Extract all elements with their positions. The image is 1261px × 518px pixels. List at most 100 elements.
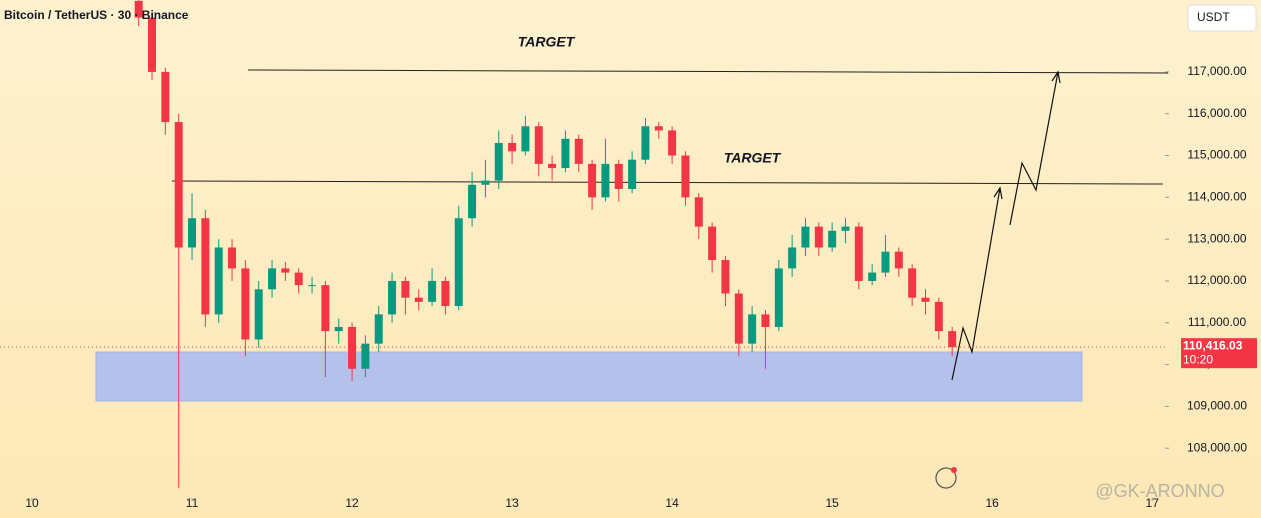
candle-body xyxy=(348,326,357,369)
candle-body xyxy=(521,126,530,152)
candle-body xyxy=(854,226,863,281)
candle-body xyxy=(361,343,370,369)
arrow-head xyxy=(993,186,1003,200)
candle-body xyxy=(801,226,810,248)
candle-body xyxy=(401,280,410,298)
currency-button[interactable] xyxy=(1187,4,1257,32)
countdown: 10:20 xyxy=(1183,352,1213,366)
y-tick-label: 108,000.00 xyxy=(1187,440,1247,454)
annotation: TARGET xyxy=(724,150,782,166)
candle-body xyxy=(934,301,943,332)
y-tick-label: 111,000.00 xyxy=(1188,315,1247,329)
last-price-label: 110,416.03 xyxy=(1183,338,1243,352)
candle-body xyxy=(414,297,423,302)
candle-body xyxy=(894,251,903,269)
candle-body xyxy=(308,285,317,287)
candle-body xyxy=(734,293,743,344)
candle-body xyxy=(814,226,823,248)
x-tick-label: 16 xyxy=(985,496,999,510)
notification-dot xyxy=(951,467,957,473)
last-price-box xyxy=(1181,338,1257,369)
x-tick-label: 17 xyxy=(1146,496,1160,510)
candle-body xyxy=(334,326,343,332)
annotation: TARGET xyxy=(518,34,576,50)
chart-title: Bitcoin / TetherUS · 30 · Binance xyxy=(4,8,189,22)
candle-body xyxy=(748,314,757,344)
candle-body xyxy=(241,268,250,340)
projection-path xyxy=(951,187,1001,381)
projection-path xyxy=(1009,71,1059,226)
y-tick-label: 113,000.00 xyxy=(1187,231,1246,245)
candle-body xyxy=(201,218,210,315)
candle-body xyxy=(468,184,477,219)
candle-body xyxy=(441,280,450,307)
candle-body xyxy=(161,71,170,123)
candle-body xyxy=(268,268,277,290)
candle-body xyxy=(481,180,490,185)
y-tick-label: 115,000.00 xyxy=(1187,148,1246,162)
support-zone xyxy=(95,351,1083,402)
candle-body xyxy=(881,251,890,273)
candle-body xyxy=(868,272,877,281)
candle-body xyxy=(228,247,237,269)
candle-body xyxy=(374,314,383,344)
candle-body xyxy=(588,163,597,198)
x-tick-label: 12 xyxy=(345,496,359,510)
candle-body xyxy=(574,138,583,164)
candle-body xyxy=(828,230,837,248)
candle-body xyxy=(494,142,503,181)
y-tick-label: 114,000.00 xyxy=(1187,190,1246,204)
replay-icon[interactable] xyxy=(935,467,957,489)
candle-body xyxy=(948,331,957,348)
candle-body xyxy=(774,268,783,327)
target-line xyxy=(247,69,1169,74)
candle-body xyxy=(174,122,183,248)
candle-body xyxy=(508,142,517,152)
arrow-head xyxy=(1051,70,1061,84)
candle-body xyxy=(668,130,677,156)
candle-body xyxy=(561,138,570,169)
candle-body xyxy=(614,163,623,189)
candle-body xyxy=(761,314,770,327)
candle-body xyxy=(641,126,650,160)
x-tick-label: 10 xyxy=(25,496,39,510)
candle-body xyxy=(788,247,797,269)
candle-body xyxy=(921,297,930,302)
y-tick-label: 116,000.00 xyxy=(1187,106,1246,120)
candle-body xyxy=(454,218,463,307)
x-tick-label: 11 xyxy=(186,496,199,510)
candle-body xyxy=(694,197,703,227)
candle-body xyxy=(708,226,717,261)
candle-body xyxy=(281,268,290,273)
candle-body xyxy=(841,226,850,231)
watermark: @GK-ARONNO xyxy=(1095,481,1224,501)
candle-body xyxy=(254,289,263,340)
candle-body xyxy=(148,17,157,72)
y-tick-label: 112,000.00 xyxy=(1187,273,1246,287)
candle-body xyxy=(908,268,917,298)
candle-body xyxy=(534,126,543,164)
candle-body xyxy=(548,163,557,169)
x-tick-label: 15 xyxy=(825,496,839,510)
y-tick-label: 117,000.00 xyxy=(1187,64,1246,78)
candle-body xyxy=(388,280,397,315)
currency-label: USDT xyxy=(1197,10,1230,24)
x-tick-label: 13 xyxy=(505,496,519,510)
candle-body xyxy=(428,280,437,302)
candle-body xyxy=(188,218,197,248)
candle-body xyxy=(134,0,143,18)
target-line xyxy=(171,180,1164,185)
candle-body xyxy=(681,155,690,198)
candle-body xyxy=(214,247,223,315)
candle-body xyxy=(601,163,610,198)
candle-body xyxy=(721,260,730,294)
x-tick-label: 14 xyxy=(665,496,679,510)
candle-body xyxy=(654,126,663,131)
candle-body xyxy=(628,159,637,189)
y-tick-label: 109,000.00 xyxy=(1187,399,1247,413)
candle-body xyxy=(321,285,330,332)
candle-body xyxy=(294,272,303,286)
